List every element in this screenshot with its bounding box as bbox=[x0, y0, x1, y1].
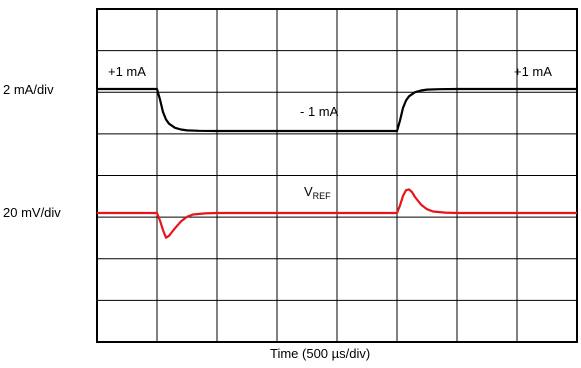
vref-scale-label: 20 mV/div bbox=[3, 205, 61, 220]
annotation-plus-1ma-left: +1 mA bbox=[108, 64, 146, 79]
current-scale-label: 2 mA/div bbox=[3, 82, 54, 97]
annotation-minus-1ma: - 1 mA bbox=[300, 104, 339, 119]
current-trace bbox=[97, 87, 577, 133]
grid bbox=[97, 9, 577, 342]
x-axis-label: Time (500 µs/div) bbox=[270, 346, 371, 361]
annotation-plus-1ma-right: +1 mA bbox=[514, 64, 552, 79]
vref-trace bbox=[97, 188, 577, 239]
plot-frame bbox=[96, 8, 578, 343]
vref-series-label: VREF bbox=[304, 184, 331, 201]
